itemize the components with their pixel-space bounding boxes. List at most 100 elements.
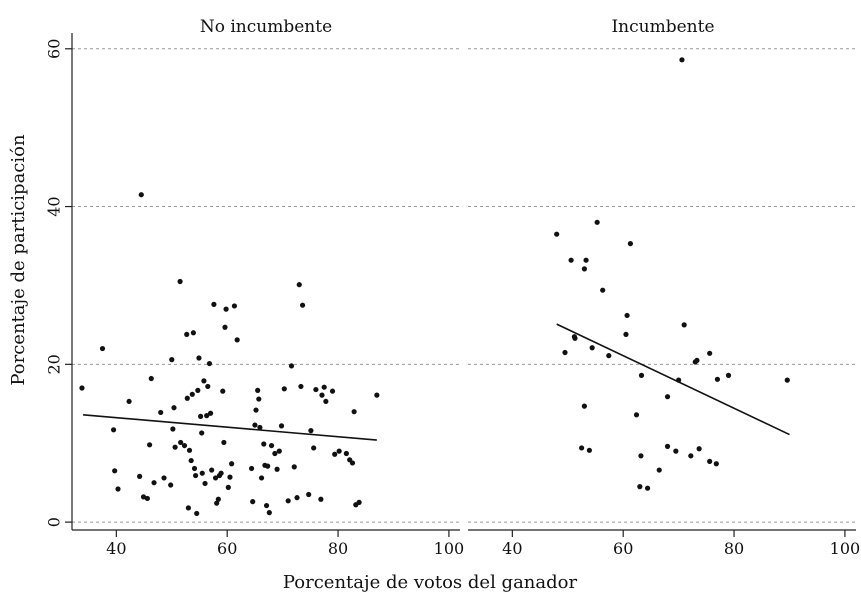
data-point <box>148 375 154 382</box>
data-point <box>308 428 314 434</box>
data-point <box>171 405 177 411</box>
data-point <box>313 386 319 393</box>
data-point <box>207 410 214 416</box>
data-point <box>250 499 256 505</box>
x-tick-label-60: 60 <box>613 539 633 558</box>
data-point <box>256 396 262 402</box>
data-point <box>586 447 592 453</box>
data-point <box>206 360 213 367</box>
data-point <box>321 384 327 390</box>
data-point <box>138 192 144 198</box>
y-tick-label-40: 40 <box>45 196 64 216</box>
data-point <box>707 458 713 464</box>
data-point <box>713 461 719 467</box>
data-point <box>638 372 645 378</box>
data-point <box>294 495 300 501</box>
data-point <box>218 470 224 476</box>
data-point <box>288 363 295 369</box>
data-point <box>707 350 713 356</box>
data-point <box>227 474 233 480</box>
data-point <box>252 422 258 428</box>
data-point <box>606 353 612 359</box>
data-point <box>624 312 630 319</box>
panel-title-no-incumbente: No incumbente <box>200 17 332 37</box>
data-point <box>696 446 702 452</box>
data-point <box>223 306 229 312</box>
data-point <box>112 468 118 474</box>
data-point <box>115 486 121 492</box>
data-point <box>181 442 188 449</box>
panel-no-incumbente: No incumbente 40 60 80 100 0 20 40 60 <box>45 17 465 558</box>
data-point <box>191 465 198 472</box>
data-point <box>329 388 336 394</box>
data-point <box>351 409 357 415</box>
data-point <box>589 345 595 351</box>
data-point <box>688 453 694 459</box>
data-point <box>222 324 228 330</box>
data-point <box>306 491 312 498</box>
data-point <box>311 445 317 451</box>
data-point <box>319 392 325 398</box>
panel-incumbente: Incumbente 40 60 80 100 <box>468 17 860 558</box>
data-point <box>299 302 306 308</box>
data-point <box>199 470 205 476</box>
data-point <box>186 447 193 453</box>
x-axis-title: Porcentaje de votos del ganador <box>283 572 578 593</box>
data-point <box>231 303 238 309</box>
data-point <box>581 403 588 409</box>
data-point <box>265 463 271 469</box>
data-point <box>126 398 132 405</box>
data-point <box>679 57 685 63</box>
data-point <box>79 385 85 391</box>
data-point <box>201 378 207 384</box>
data-point <box>583 257 589 263</box>
data-point <box>332 451 338 457</box>
data-point <box>638 453 644 459</box>
data-point <box>257 424 263 431</box>
data-point <box>209 467 215 473</box>
data-point <box>356 499 362 505</box>
data-point <box>202 480 208 487</box>
data-point <box>110 427 117 433</box>
data-point <box>177 278 183 285</box>
data-point <box>296 282 302 288</box>
data-point <box>229 461 235 467</box>
data-point <box>234 337 240 343</box>
data-point <box>248 465 255 472</box>
data-point <box>278 423 285 429</box>
data-point <box>253 407 259 413</box>
data-point <box>664 443 671 449</box>
data-point <box>594 219 600 225</box>
data-point <box>172 444 178 450</box>
data-point <box>572 335 578 341</box>
panel-title-incumbente: Incumbente <box>611 17 714 37</box>
data-point <box>694 357 700 363</box>
x-tick-label-100: 100 <box>830 539 861 558</box>
data-point <box>261 441 267 447</box>
data-point <box>220 388 226 394</box>
data-point <box>664 394 671 400</box>
data-point <box>784 377 790 383</box>
data-point <box>568 257 574 263</box>
data-point <box>158 409 164 416</box>
data-point <box>161 475 167 481</box>
data-point <box>204 413 210 419</box>
data-point <box>725 372 732 378</box>
data-point <box>318 496 324 502</box>
x-tick-label-100: 100 <box>434 539 465 558</box>
data-point <box>579 445 585 451</box>
data-point <box>195 387 201 393</box>
data-point <box>656 467 662 473</box>
data-point <box>681 322 687 328</box>
data-point <box>263 502 270 509</box>
data-point <box>258 475 265 481</box>
data-point <box>205 383 211 390</box>
data-point <box>211 301 217 307</box>
data-point <box>255 387 261 393</box>
y-axis-title: Porcentaje de participación <box>8 134 29 386</box>
fit-line <box>83 414 377 441</box>
data-point <box>268 442 275 449</box>
data-point <box>190 330 196 336</box>
data-point <box>644 485 651 491</box>
